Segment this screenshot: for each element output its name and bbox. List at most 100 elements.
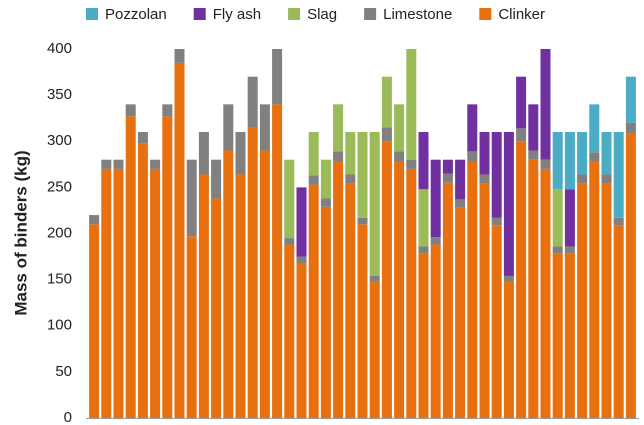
bar-segment [503, 281, 514, 418]
bar-segment [186, 236, 197, 418]
bar-segment [320, 206, 331, 418]
bar-segment [613, 225, 624, 418]
bar-segment [564, 246, 575, 254]
bar-segment [284, 238, 295, 245]
bar-segment [101, 159, 112, 169]
bar-segment [540, 168, 551, 418]
bar-segment [503, 275, 514, 282]
bar-segment [333, 104, 344, 152]
bar-segment [345, 132, 356, 175]
y-axis-title: Mass of binders (kg) [11, 150, 30, 315]
bar-segment [369, 275, 380, 282]
bar-segment [516, 141, 527, 418]
bar-segment [381, 76, 392, 128]
bar-segment [369, 132, 380, 276]
bar-segment [577, 132, 588, 175]
bar-segment [625, 133, 636, 418]
bar-segment [406, 168, 417, 418]
bar-segment [528, 104, 539, 151]
y-tick-label: 50 [55, 363, 72, 380]
bar-segment [455, 199, 466, 208]
bar-segment [491, 217, 502, 226]
bar-segment [479, 183, 490, 418]
bar-segment [540, 49, 551, 160]
bar-segment [369, 281, 380, 418]
bar-segment [174, 49, 185, 63]
bar-segment [442, 159, 453, 174]
bar-segment [113, 159, 124, 169]
bar-segment [564, 189, 575, 247]
y-tick-label: 300 [47, 132, 72, 149]
y-tick-label: 100 [47, 317, 72, 334]
bar-segment [625, 76, 636, 123]
bar-segment [272, 49, 283, 105]
bar-segment [516, 76, 527, 129]
bar-segment [247, 76, 258, 128]
bar-segment [137, 143, 148, 418]
bar-segment [150, 168, 161, 418]
bar-segment [442, 173, 453, 183]
y-tick-label: 150 [47, 271, 72, 288]
bar-segment [613, 132, 624, 218]
bar-segment [479, 174, 490, 184]
bar-segment [284, 244, 295, 418]
bar-segment [345, 183, 356, 418]
bar-segment [455, 207, 466, 418]
legend-label: Slag [307, 6, 337, 23]
bar-segment [296, 263, 307, 418]
bar-segment [198, 174, 209, 418]
bar-segment [467, 161, 478, 419]
bar-segment [186, 159, 197, 237]
bar-segment [589, 152, 600, 162]
bar-segment [564, 253, 575, 418]
legend-label: Limestone [383, 6, 452, 23]
bar-segment [430, 159, 441, 238]
bar-segment [430, 237, 441, 245]
bar-segment [235, 174, 246, 418]
bar-segment [235, 132, 246, 175]
bar-segment [125, 116, 136, 418]
bar-segment [162, 104, 173, 117]
bar-segment [308, 175, 319, 185]
bar-segment [552, 253, 563, 418]
bar-segment [333, 151, 344, 162]
legend-swatch [193, 8, 206, 20]
bar-segment [528, 159, 539, 418]
bar-segment [125, 104, 136, 117]
bar-segment [89, 215, 100, 225]
bar-segment [540, 159, 551, 169]
bar-segment [552, 246, 563, 254]
bar-segment [589, 104, 600, 153]
bar-segment [601, 183, 612, 418]
bar-segment [89, 224, 100, 418]
bar-segment [491, 225, 502, 418]
bar-segment [491, 132, 502, 218]
bar-segment [223, 150, 234, 418]
bar-segment [211, 159, 222, 199]
bar-segment [357, 132, 368, 218]
legend-swatch [364, 8, 377, 20]
bar-segment [357, 217, 368, 225]
bar-segment [577, 174, 588, 184]
y-tick-label: 0 [64, 409, 72, 425]
bar-segment [577, 183, 588, 418]
bar-segment [406, 159, 417, 169]
y-tick-label: 350 [47, 86, 72, 103]
bar-segment [296, 187, 307, 257]
bar-segment [625, 122, 636, 134]
bar-segment [455, 159, 466, 200]
bar-segment [137, 132, 148, 144]
bar-segment [552, 132, 563, 190]
bar-segment [345, 174, 356, 184]
bar-segment [516, 128, 527, 142]
bar-segment [259, 104, 270, 151]
bar-segment [430, 244, 441, 418]
bar-segment [381, 141, 392, 418]
bar-segment [284, 159, 295, 239]
bar-segment [223, 104, 234, 151]
bar-segment [308, 184, 319, 418]
bar-segment [174, 62, 185, 419]
bar-segment [211, 198, 222, 418]
legend-swatch [288, 8, 301, 20]
